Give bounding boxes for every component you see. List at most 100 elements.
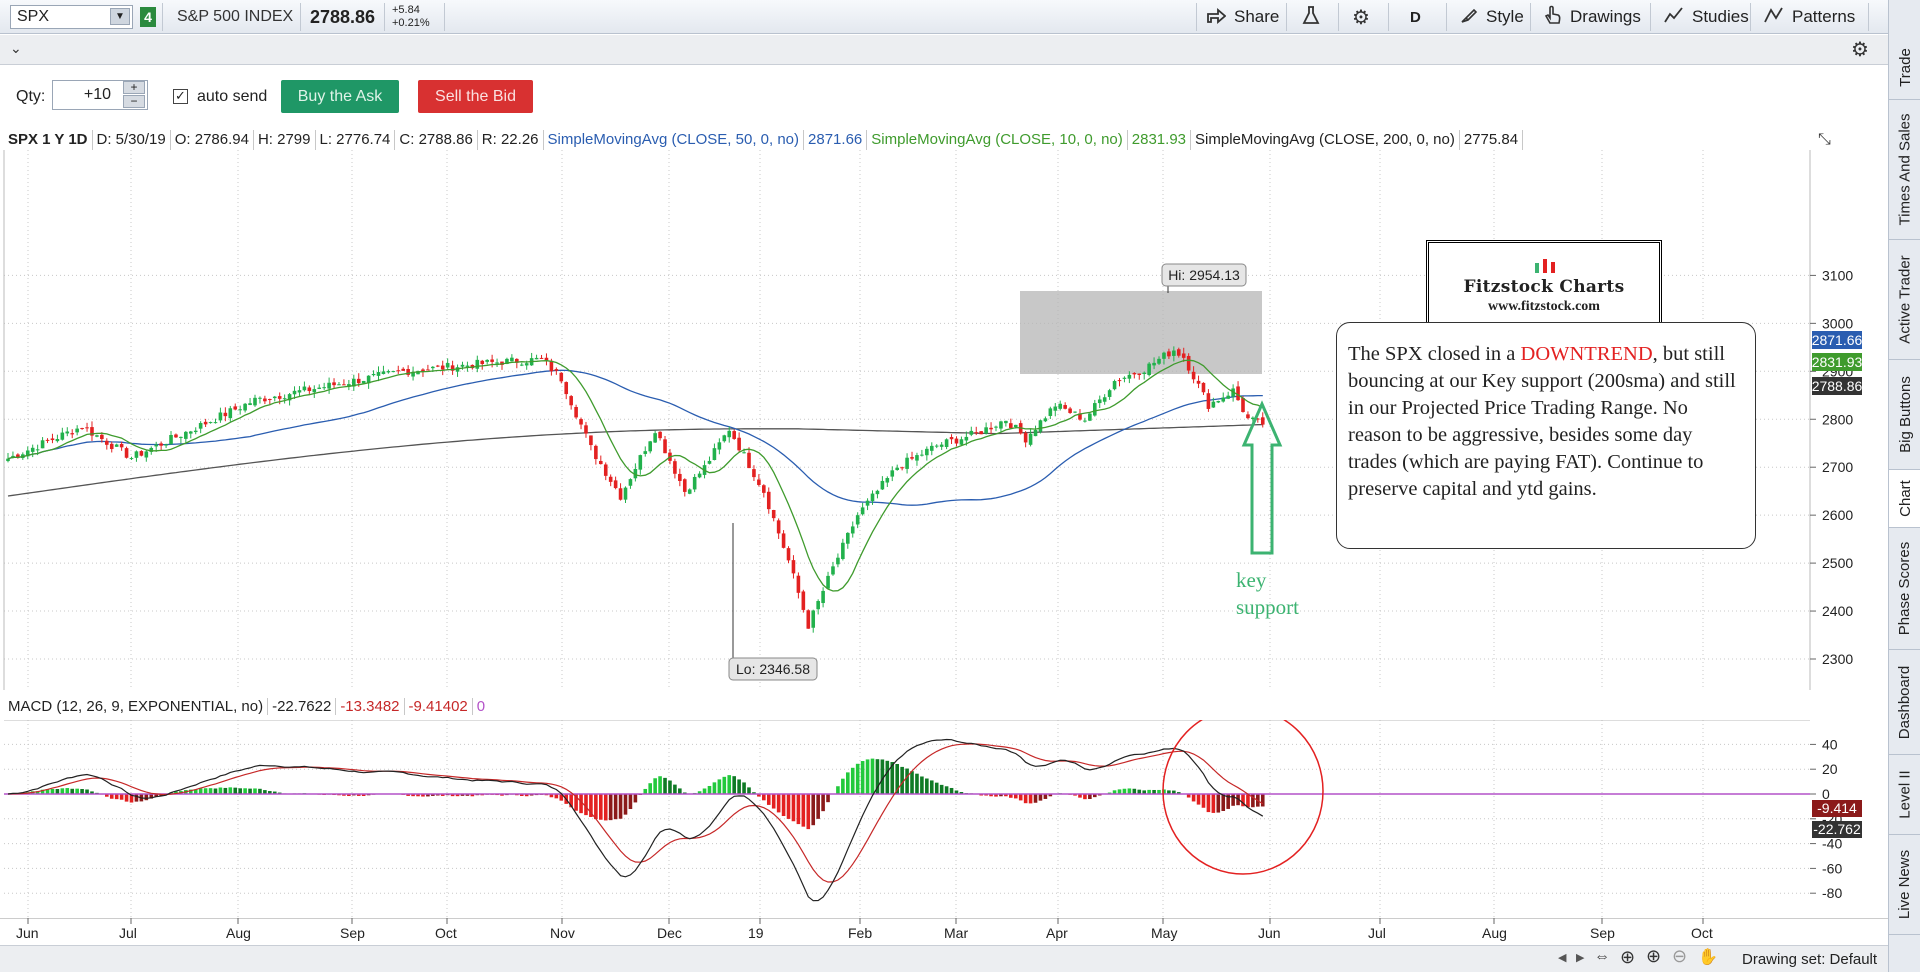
macd-histogram-bar: [717, 779, 722, 794]
macd-histogram-bar: [431, 794, 435, 796]
drawing-set-label[interactable]: Drawing set: Default: [1742, 951, 1878, 968]
time-tick-label: Sep: [340, 925, 365, 941]
macd-histogram-bar: [149, 794, 154, 799]
style-button[interactable]: Style: [1460, 0, 1524, 34]
link-group-badge[interactable]: 4: [140, 7, 156, 27]
price-candle: [663, 435, 667, 454]
tab-phase-scores[interactable]: Phase Scores: [1889, 528, 1920, 650]
price-candle: [1167, 348, 1171, 360]
sell-the-bid-button[interactable]: Sell the Bid: [418, 80, 533, 113]
macd-histogram-bar: [80, 788, 84, 794]
macd-histogram-bar: [1241, 794, 1245, 807]
tab-chart[interactable]: Chart: [1889, 470, 1920, 528]
macd-highlight-circle: [1162, 720, 1324, 875]
macd-histogram-bar: [416, 794, 420, 797]
price-candle: [727, 426, 732, 443]
macd-histogram-bar: [821, 794, 825, 812]
pan-hand-icon[interactable]: ✋: [1698, 949, 1718, 966]
macd-label[interactable]: MACD (12, 26, 9, EXPONENTIAL, no): [4, 698, 269, 715]
chevron-down-icon[interactable]: ⌄: [10, 40, 22, 56]
macd-histogram-bar: [40, 789, 45, 794]
maximize-icon[interactable]: ⤡: [1818, 131, 1831, 148]
macd-histogram-bar: [268, 791, 272, 794]
zoom-out-icon[interactable]: ⊖: [1672, 946, 1688, 966]
price-candle: [1048, 406, 1053, 419]
buy-the-ask-button[interactable]: Buy the Ask: [281, 80, 399, 113]
patterns-button[interactable]: Patterns: [1764, 0, 1855, 34]
macd-histogram-bar: [455, 794, 460, 797]
price-candle: [1078, 409, 1082, 421]
macd-avg: -13.3482: [336, 698, 405, 715]
price-candle: [228, 405, 233, 422]
price-candle: [1107, 388, 1112, 400]
price-candle: [678, 468, 682, 487]
period-button[interactable]: D: [1410, 8, 1421, 26]
zoom-in-icon[interactable]: ⊕: [1646, 946, 1662, 966]
crosshair-icon[interactable]: ⊕: [1620, 947, 1636, 967]
macd-histogram-bar: [870, 758, 875, 794]
price-candle: [50, 433, 55, 444]
price-candle: [164, 443, 168, 449]
price-candle: [925, 446, 929, 461]
tab-times-and-sales[interactable]: Times And Sales: [1889, 100, 1920, 240]
low-callout: Lo: 2346.58: [728, 523, 818, 681]
tab-live-news[interactable]: Live News: [1889, 835, 1920, 935]
settings-button[interactable]: ⚙: [1352, 0, 1370, 34]
price-candle: [510, 354, 514, 362]
price-tick-label: 3100: [1822, 267, 1853, 283]
auto-send-checkbox[interactable]: ✓: [173, 89, 188, 104]
price-candle: [1211, 397, 1216, 408]
macd-histogram-bar: [1176, 792, 1181, 794]
sma10-label[interactable]: SimpleMovingAvg (CLOSE, 10, 0, no): [867, 130, 1128, 152]
price-candle: [169, 431, 173, 445]
price-candle: [895, 464, 899, 471]
macd-histogram-bar: [1004, 794, 1008, 797]
qty-increment-button[interactable]: +: [123, 81, 145, 94]
macd-histogram-bar: [203, 788, 208, 794]
price-candle: [401, 367, 405, 371]
macd-histogram-bar: [114, 794, 119, 800]
macd-histogram-bar: [836, 786, 840, 794]
sma200-value: 2775.84: [1460, 130, 1524, 152]
price-tick-label: 3000: [1822, 315, 1853, 331]
share-button[interactable]: Share: [1206, 0, 1279, 34]
flask-button[interactable]: [1302, 0, 1320, 34]
macd-tick-label: 40: [1822, 736, 1838, 752]
macd-histogram-bar: [860, 761, 865, 794]
scroll-left-icon[interactable]: ◀: [1558, 952, 1567, 964]
price-candle: [707, 456, 712, 465]
price-candle: [1162, 351, 1166, 365]
price-candle: [1206, 389, 1211, 412]
time-tick-label: Jul: [1368, 925, 1386, 941]
price-candle: [1157, 356, 1161, 366]
qty-decrement-button[interactable]: −: [123, 95, 145, 108]
price-candle: [406, 365, 410, 377]
sma200-label[interactable]: SimpleMovingAvg (CLOSE, 200, 0, no): [1191, 130, 1460, 152]
price-candle: [791, 555, 796, 579]
price-candle: [1246, 411, 1250, 420]
macd-histogram-bar: [757, 794, 761, 797]
tab-big-buttons[interactable]: Big Buttons: [1889, 360, 1920, 470]
tab-dashboard[interactable]: Dashboard: [1889, 650, 1920, 755]
tab-active-trader[interactable]: Active Trader: [1889, 240, 1920, 360]
gear-icon[interactable]: ⚙: [1851, 39, 1869, 61]
zoom-fit-icon[interactable]: ⇔: [1594, 948, 1610, 965]
price-candle: [1260, 412, 1265, 428]
macd-histogram-bar: [85, 789, 89, 794]
sma50-label[interactable]: SimpleMovingAvg (CLOSE, 50, 0, no): [544, 130, 805, 152]
macd-histogram-bar: [747, 787, 751, 794]
macd-histogram-bar: [55, 789, 60, 794]
price-candle: [959, 436, 964, 446]
drawings-button[interactable]: Drawings: [1544, 0, 1641, 34]
price-candle: [821, 587, 825, 608]
macd-histogram-bar: [885, 760, 890, 794]
price-candle: [80, 427, 84, 430]
tab-level-ii[interactable]: Level II: [1889, 755, 1920, 835]
chevron-down-icon[interactable]: ▼: [110, 8, 130, 25]
tab-trade[interactable]: Trade: [1889, 35, 1920, 100]
studies-button[interactable]: Studies: [1664, 0, 1749, 34]
macd-histogram-bar: [193, 789, 198, 794]
scroll-right-icon[interactable]: ▶: [1576, 952, 1585, 964]
price-candle: [60, 427, 65, 441]
